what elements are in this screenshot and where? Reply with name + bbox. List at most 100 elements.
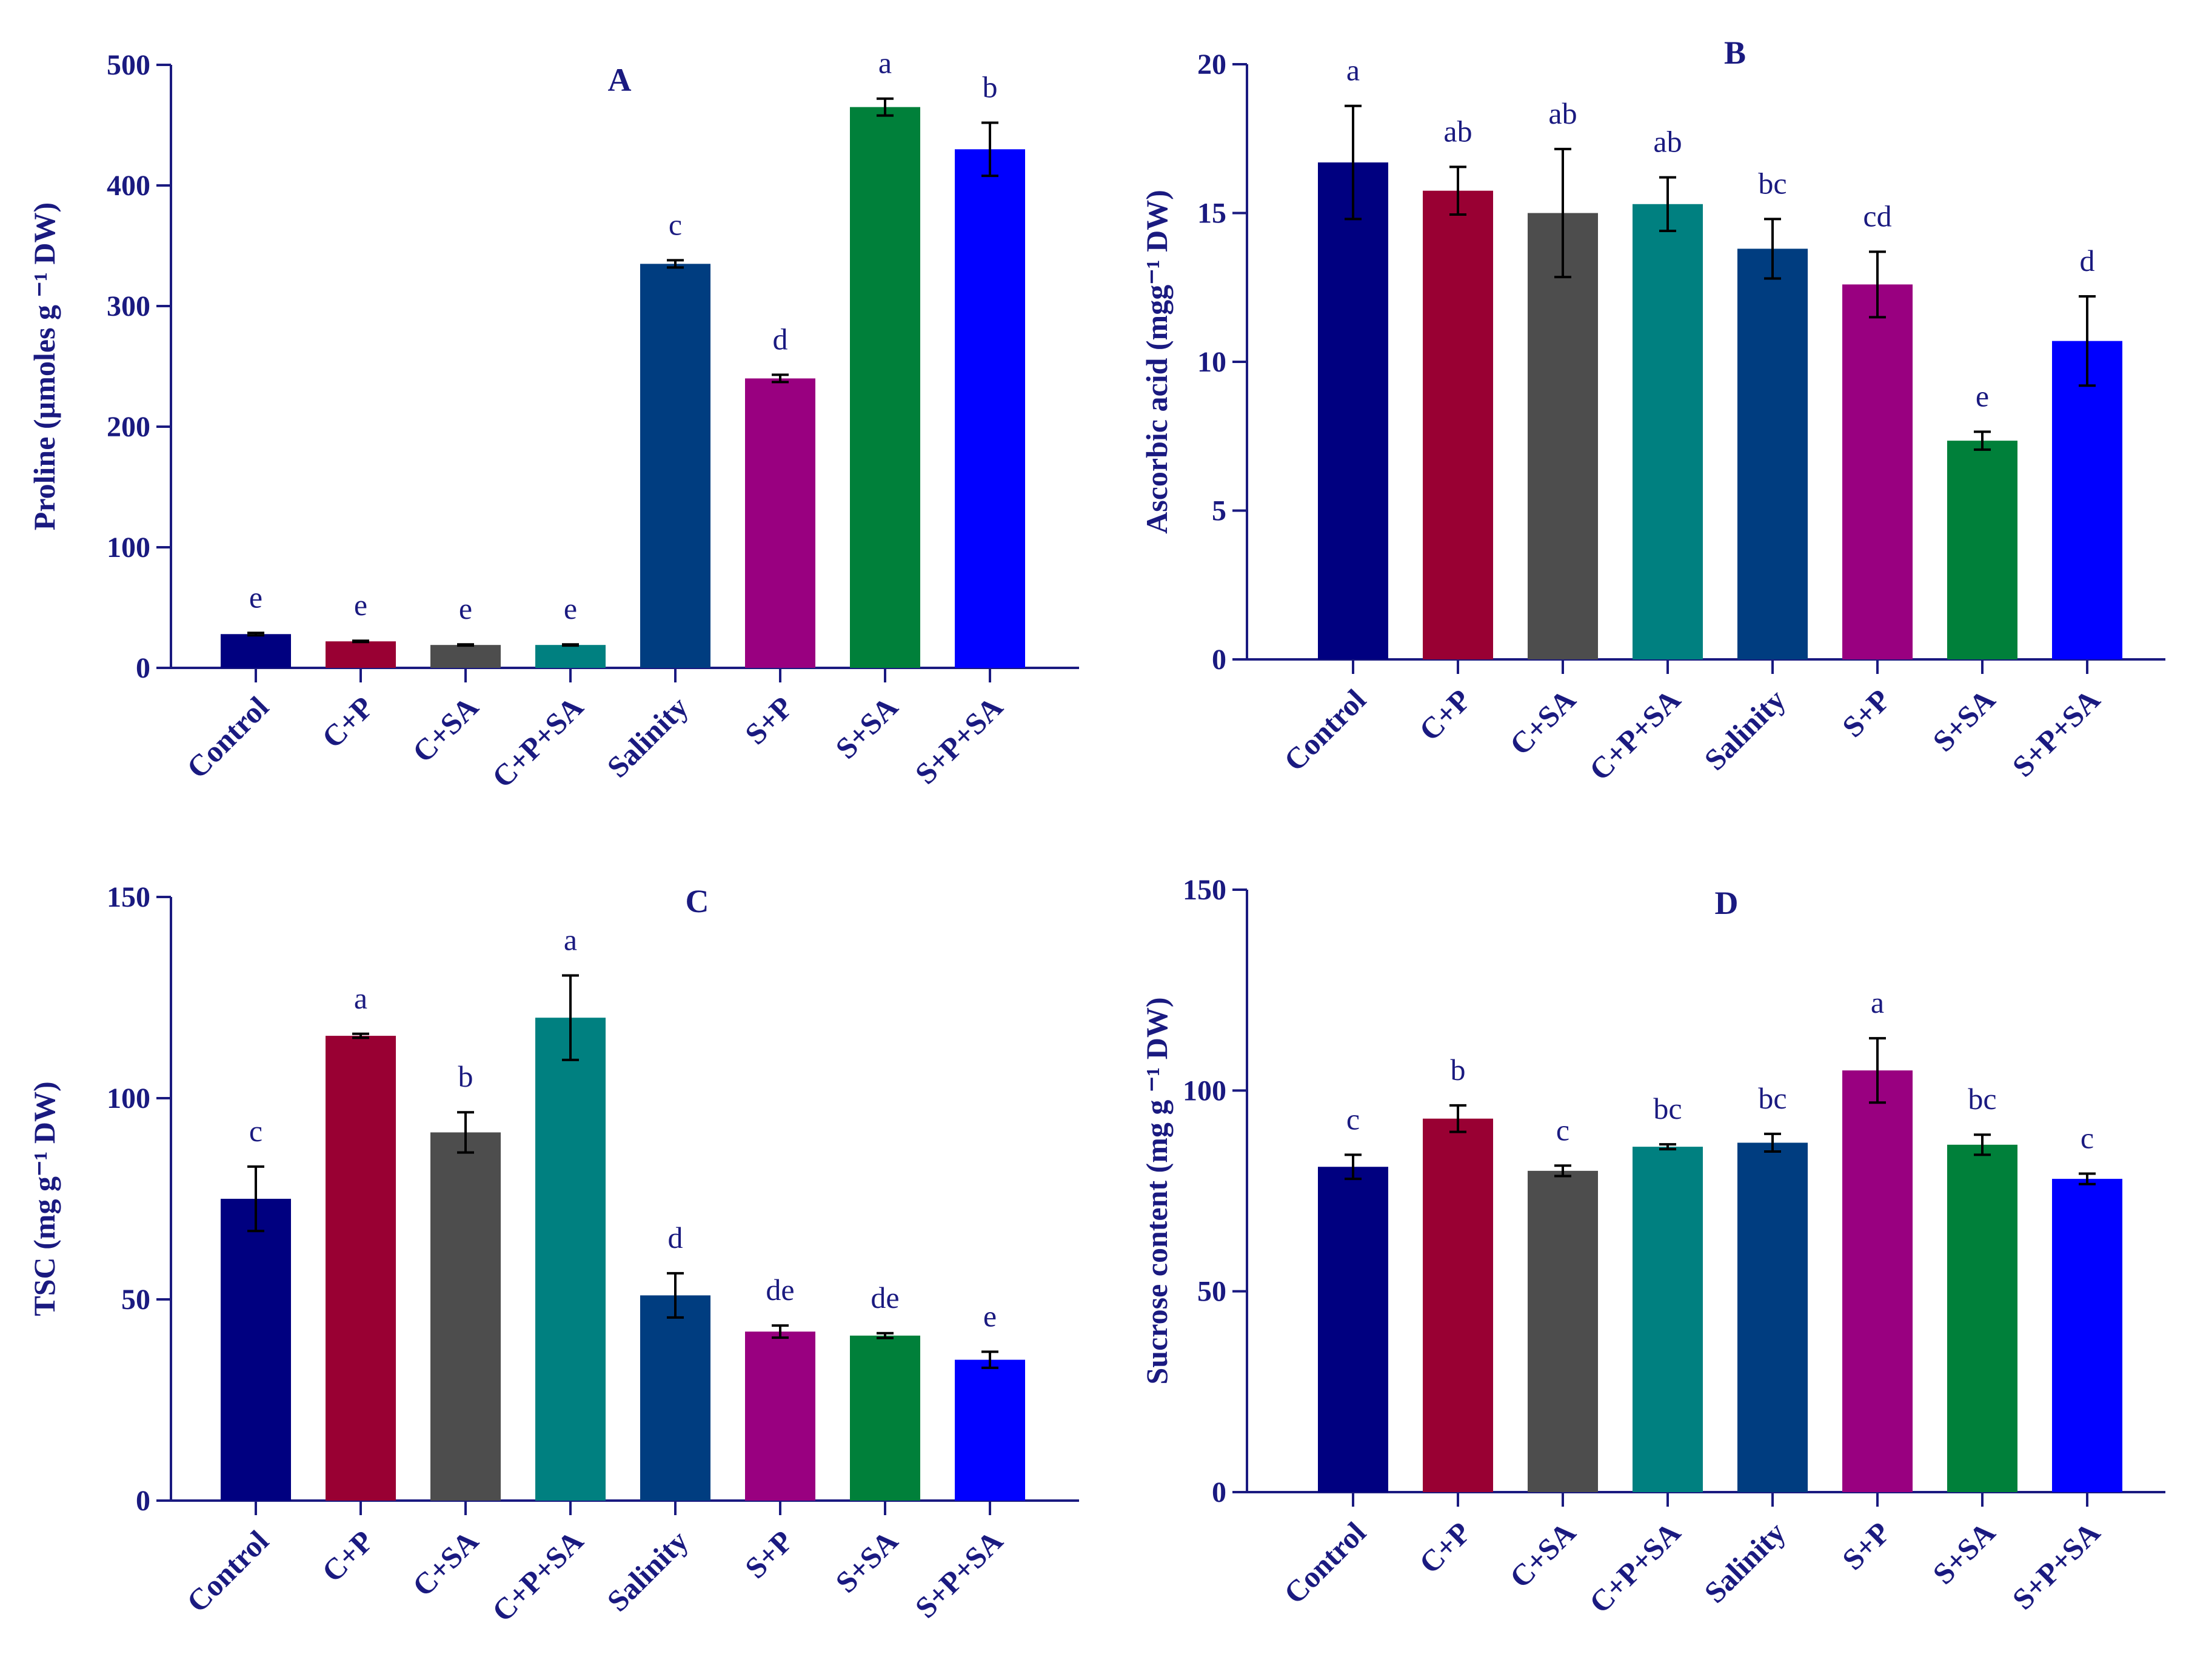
category-label: C+SA bbox=[1503, 682, 1582, 761]
bar-salinity bbox=[1737, 248, 1808, 659]
bar-s-plus-sa bbox=[850, 107, 920, 668]
y-tick-label: 0 bbox=[136, 1485, 150, 1517]
y-tick-label: 0 bbox=[136, 652, 150, 684]
category-label: C+P+SA bbox=[486, 1524, 590, 1628]
category-label: C+SA bbox=[406, 690, 484, 768]
significance-label: ab bbox=[1443, 114, 1472, 148]
category-label: S+P bbox=[1836, 682, 1897, 744]
y-tick-label: 150 bbox=[107, 881, 150, 913]
y-tick-label: 0 bbox=[1212, 1476, 1226, 1508]
chart-panel-a: 0 100 200 300 400 500 A Proline (µmoles g ⁻¹ DW… bbox=[27, 46, 1079, 794]
y-axis-label: TSC (mg g⁻¹ DW) bbox=[27, 1081, 61, 1316]
category-label: S+P+SA bbox=[2005, 1515, 2106, 1616]
significance-label: c bbox=[1346, 1102, 1360, 1136]
panel-title: B bbox=[1724, 35, 1746, 71]
significance-label: cd bbox=[1863, 199, 1891, 233]
category-label: C+P+SA bbox=[486, 690, 590, 794]
bar-s-plus-p bbox=[1842, 1070, 1913, 1492]
panel-title: C bbox=[686, 883, 709, 919]
bar-control bbox=[221, 1199, 291, 1501]
bar-c-plus-p-plus-sa bbox=[535, 645, 606, 668]
y-tick-label: 300 bbox=[107, 290, 150, 322]
y-tick-label: 100 bbox=[107, 1082, 150, 1115]
y-tick-label: 400 bbox=[107, 170, 150, 202]
bar-s-plus-p bbox=[745, 378, 815, 668]
significance-label: bc bbox=[1758, 1081, 1787, 1115]
bar-salinity bbox=[1737, 1142, 1808, 1492]
bar-control bbox=[1318, 162, 1388, 659]
bar-c-plus-p-plus-sa bbox=[1633, 204, 1703, 659]
y-tick-label: 100 bbox=[1183, 1075, 1226, 1107]
bar-s-plus-p-plus-sa bbox=[2052, 1179, 2122, 1492]
y-tick-label: 100 bbox=[107, 532, 150, 564]
significance-label: bc bbox=[1653, 1092, 1682, 1125]
y-tick-label: 500 bbox=[107, 49, 150, 81]
bar-s-plus-p bbox=[745, 1332, 815, 1501]
y-tick-label: 50 bbox=[121, 1284, 150, 1316]
chart-panel-c: 0 50 100 150 C TSC (mg g⁻¹ DW) c Control a C+P b C+… bbox=[27, 881, 1079, 1628]
significance-label: ab bbox=[1548, 96, 1577, 130]
significance-label: e bbox=[249, 580, 262, 614]
significance-label: a bbox=[564, 922, 577, 956]
significance-label: e bbox=[1976, 379, 1989, 413]
y-tick-label: 20 bbox=[1197, 48, 1226, 81]
bar-c-plus-p-plus-sa bbox=[535, 1018, 606, 1501]
y-tick-label: 150 bbox=[1183, 874, 1226, 906]
bar-control bbox=[1318, 1167, 1388, 1492]
category-label: C+P bbox=[1412, 1515, 1477, 1580]
category-label: C+P+SA bbox=[1583, 1515, 1687, 1619]
bar-c-plus-p bbox=[1423, 1118, 1493, 1492]
category-label: S+P bbox=[738, 1524, 800, 1585]
category-label: S+SA bbox=[1926, 682, 2002, 758]
category-label: S+P+SA bbox=[908, 690, 1009, 790]
bar-c-plus-p-plus-sa bbox=[1633, 1147, 1703, 1492]
significance-label: d bbox=[773, 322, 788, 356]
significance-label: a bbox=[878, 46, 892, 80]
bar-salinity bbox=[640, 1295, 710, 1501]
bar-c-plus-sa bbox=[1528, 1170, 1598, 1492]
panel-title: A bbox=[608, 62, 632, 98]
significance-label: a bbox=[1871, 985, 1884, 1019]
significance-label: a bbox=[1346, 53, 1360, 87]
category-label: C+P bbox=[315, 690, 380, 755]
y-tick-label: 200 bbox=[107, 411, 150, 443]
y-axis-label: Proline (µmoles g ⁻¹ DW) bbox=[27, 202, 61, 530]
significance-label: e bbox=[983, 1299, 997, 1333]
category-label: S+P+SA bbox=[908, 1524, 1009, 1624]
category-label: C+SA bbox=[406, 1524, 484, 1602]
bar-s-plus-p-plus-sa bbox=[2052, 341, 2122, 659]
chart-panel-d: 0 50 100 150 D Sucrose content (mg g ⁻¹ DW) c C… bbox=[1140, 874, 2165, 1619]
panel-title: D bbox=[1715, 885, 1739, 921]
bar-s-plus-p bbox=[1842, 284, 1913, 660]
significance-label: b bbox=[458, 1059, 473, 1093]
bar-c-plus-sa bbox=[430, 1132, 501, 1501]
significance-label: e bbox=[354, 588, 367, 622]
category-label: Control bbox=[1277, 1515, 1372, 1610]
category-label: Salinity bbox=[600, 690, 695, 784]
category-label: Salinity bbox=[1697, 682, 1792, 777]
bar-control bbox=[221, 634, 291, 668]
bar-c-plus-p bbox=[326, 641, 396, 668]
bar-salinity bbox=[640, 264, 710, 668]
category-label: C+P+SA bbox=[1583, 682, 1687, 787]
y-tick-label: 15 bbox=[1197, 198, 1226, 230]
significance-label: e bbox=[564, 592, 577, 625]
significance-label: c bbox=[249, 1114, 262, 1148]
significance-label: c bbox=[669, 207, 682, 241]
bar-c-plus-sa bbox=[1528, 213, 1598, 659]
category-label: S+P bbox=[738, 690, 800, 751]
bar-s-plus-sa bbox=[1947, 1144, 2017, 1492]
category-label: Control bbox=[180, 1524, 275, 1619]
significance-label: d bbox=[668, 1221, 683, 1255]
significance-label: bc bbox=[1758, 166, 1787, 200]
category-label: Control bbox=[1277, 682, 1372, 778]
category-label: S+SA bbox=[829, 690, 904, 765]
significance-label: a bbox=[354, 981, 367, 1015]
category-label: S+P+SA bbox=[2005, 682, 2106, 783]
significance-label: d bbox=[2080, 244, 2095, 278]
category-label: C+SA bbox=[1503, 1515, 1582, 1594]
bar-c-plus-p bbox=[1423, 190, 1493, 659]
significance-label: e bbox=[459, 592, 472, 625]
bar-c-plus-sa bbox=[430, 645, 501, 668]
significance-label: ab bbox=[1653, 125, 1682, 159]
